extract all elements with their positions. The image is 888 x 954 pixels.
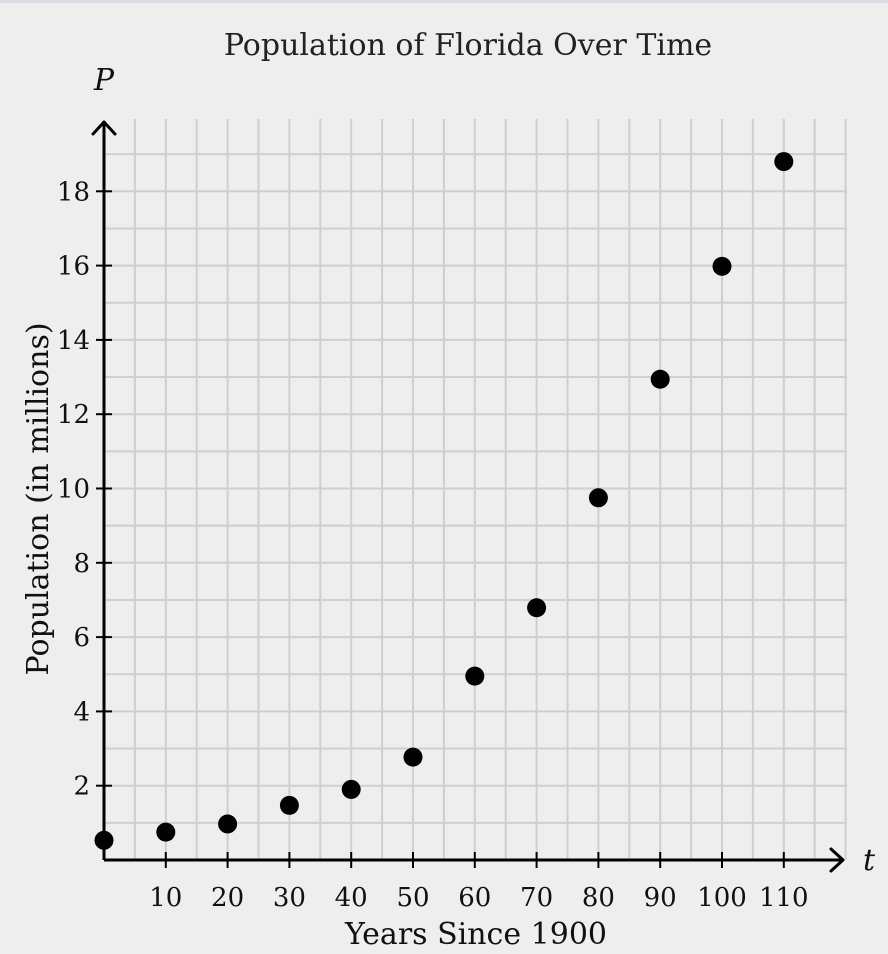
data-point: [156, 822, 176, 842]
x-tick-label: 40: [335, 883, 368, 913]
data-point: [527, 598, 547, 618]
x-tick-label: 10: [149, 883, 182, 913]
data-point: [588, 488, 608, 508]
data-point: [712, 256, 732, 276]
y-axis-variable: P: [93, 63, 115, 98]
x-tick-labels: 10 20 30 40 50 60 70 80 90 100 110: [149, 852, 809, 913]
axes: [91, 120, 845, 873]
x-axis-arrow: [829, 847, 845, 873]
scatter-chart: Population of Florida Over Time 10 20 30 40…: [21, 28, 876, 952]
chart-title: Population of Florida Over Time: [224, 28, 712, 63]
x-axis-variable: t: [863, 843, 876, 878]
x-tick-label: 50: [396, 883, 429, 913]
y-tick-label: 16: [57, 252, 90, 282]
x-tick-label: 100: [697, 883, 747, 913]
y-tick-label: 6: [73, 623, 90, 653]
data-point: [465, 666, 485, 686]
y-tick-label: 18: [57, 177, 90, 207]
y-tick-label: 14: [57, 326, 90, 356]
data-points: [94, 152, 794, 850]
y-tick-label: 2: [73, 772, 90, 802]
y-tick-labels: 2 4 6 8 10 12 14 16 18: [57, 177, 112, 802]
x-tick-label: 20: [211, 883, 244, 913]
data-point: [94, 830, 114, 850]
x-tick-label: 60: [458, 883, 491, 913]
x-axis-title: Years Since 1900: [344, 917, 607, 952]
x-tick-label: 80: [582, 883, 615, 913]
grid-lines: [104, 119, 847, 860]
y-tick-label: 10: [57, 475, 90, 505]
y-axis-arrow: [91, 120, 117, 136]
y-axis-title: Population (in millions): [21, 322, 56, 675]
x-tick-label: 110: [759, 883, 809, 913]
data-point: [650, 369, 670, 389]
y-tick-label: 8: [73, 549, 90, 579]
x-tick-label: 70: [520, 883, 553, 913]
x-tick-label: 30: [273, 883, 306, 913]
y-tick-label: 12: [57, 400, 90, 430]
data-point: [341, 779, 361, 799]
data-point: [279, 795, 299, 815]
data-point: [218, 814, 238, 834]
x-tick-label: 90: [644, 883, 677, 913]
data-point: [403, 747, 423, 767]
y-tick-label: 4: [73, 697, 90, 727]
data-point: [774, 152, 794, 172]
